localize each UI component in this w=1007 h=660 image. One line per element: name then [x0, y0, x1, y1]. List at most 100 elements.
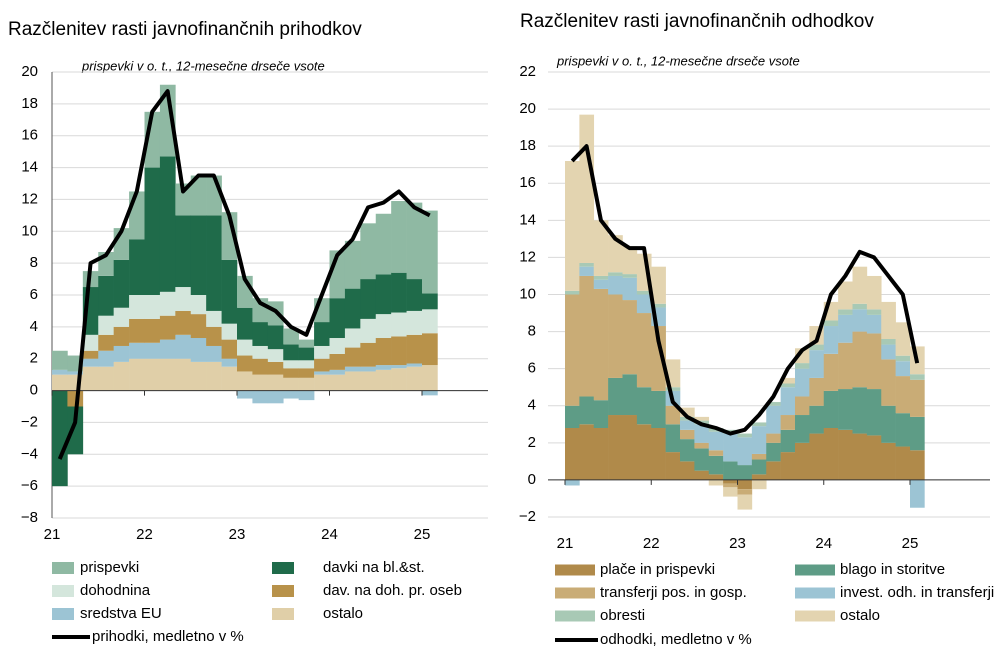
- bar-segment: [422, 365, 438, 391]
- x-tick-label: 25: [902, 535, 919, 552]
- bar-segment: [113, 259, 130, 308]
- bar-segment: [52, 350, 68, 370]
- bar-segment: [737, 433, 753, 438]
- bar-segment: [267, 374, 284, 391]
- y-tick-label: 14: [519, 211, 536, 228]
- bar-segment: [565, 428, 580, 480]
- bar-segment: [375, 369, 392, 391]
- bar-segment: [852, 433, 868, 480]
- bar-segment: [98, 334, 114, 351]
- bar-segment: [795, 396, 810, 416]
- legend-label: dohodnina: [80, 582, 151, 599]
- bar-segment: [795, 368, 810, 397]
- bar-segment: [206, 345, 222, 362]
- bar-segment: [67, 371, 84, 375]
- y-tick-label: −4: [21, 445, 38, 462]
- bar-segment: [360, 366, 377, 372]
- bar-segment: [881, 339, 896, 345]
- bar-segment: [314, 345, 330, 359]
- bar-segment: [175, 287, 192, 311]
- y-tick-label: 20: [519, 100, 536, 117]
- bar-segment: [298, 339, 315, 348]
- legend-label: sredstva EU: [80, 605, 162, 622]
- bar-segment: [175, 310, 192, 335]
- legend-label: ostalo: [323, 605, 363, 622]
- bar-segment: [237, 355, 253, 372]
- x-tick-label: 21: [557, 535, 574, 552]
- legend-swatch: [272, 585, 294, 597]
- bar-segment: [723, 483, 738, 488]
- chart-title: Razčlenitev rasti javnofinančnih prihodk…: [8, 19, 362, 40]
- bar-segment: [809, 433, 825, 480]
- bar-segment: [593, 428, 609, 480]
- bar-segment: [593, 400, 609, 428]
- bar-segment: [375, 274, 392, 315]
- bar-segment: [838, 429, 853, 480]
- bar-segment: [314, 358, 330, 372]
- bar-segment: [593, 279, 609, 289]
- bar-segment: [406, 366, 423, 391]
- bar-segment: [129, 191, 145, 240]
- bar-segment: [98, 275, 114, 316]
- bar-segment: [579, 262, 595, 267]
- bar-segment: [159, 339, 176, 359]
- bar-segment: [159, 84, 176, 157]
- bar-segment: [329, 338, 346, 354]
- bar-segment: [422, 210, 438, 294]
- y-tick-label: −2: [21, 413, 38, 430]
- y-tick-label: 10: [519, 285, 536, 302]
- bar-segment: [82, 366, 99, 391]
- bar-segment: [283, 328, 299, 345]
- bar-segment: [737, 479, 753, 490]
- bar-segment: [175, 215, 192, 288]
- bar-segment: [67, 406, 84, 455]
- bar-segment: [159, 315, 176, 340]
- bar-segment: [708, 474, 724, 480]
- bar-segment: [144, 318, 161, 343]
- bar-segment: [838, 309, 853, 315]
- bar-segment: [622, 300, 638, 375]
- bar-segment: [723, 479, 738, 484]
- bar-segment: [866, 275, 882, 310]
- bar-segment: [651, 326, 666, 391]
- y-tick-label: 0: [528, 471, 536, 488]
- bar-segment: [780, 387, 796, 416]
- bar-segment: [283, 344, 299, 361]
- bar-segment: [766, 442, 781, 462]
- bar-segment: [406, 334, 423, 364]
- legend-swatch: [795, 610, 835, 622]
- bar-segment: [823, 390, 839, 428]
- bar-segment: [565, 161, 580, 291]
- bar-segment: [694, 470, 710, 480]
- legend-swatch: [52, 585, 74, 597]
- bar-segment: [144, 295, 161, 319]
- bar-segment: [895, 413, 911, 447]
- y-tick-label: −2: [519, 508, 536, 525]
- bar-segment: [298, 368, 315, 378]
- bar-segment: [622, 246, 638, 275]
- bar-segment: [237, 339, 253, 356]
- bar-segment: [129, 318, 145, 343]
- bar-segment: [283, 377, 299, 391]
- x-tick-label: 21: [44, 526, 61, 543]
- bar-segment: [809, 350, 825, 378]
- bar-segment: [622, 274, 638, 278]
- bar-segment: [795, 363, 810, 369]
- bar-segment: [895, 322, 911, 356]
- bar-segment: [267, 390, 284, 404]
- y-tick-label: 18: [21, 95, 38, 112]
- y-tick-label: 18: [519, 137, 536, 154]
- x-tick-label: 22: [643, 535, 660, 552]
- bar-segment: [82, 358, 99, 367]
- bar-segment: [694, 424, 710, 443]
- bar-segment: [360, 279, 377, 319]
- bar-segment: [252, 374, 269, 391]
- bar-segment: [694, 448, 710, 471]
- bar-segment: [838, 389, 853, 430]
- bar-segment: [344, 371, 361, 391]
- bar-segment: [636, 313, 652, 388]
- bar-segment: [910, 450, 925, 480]
- bar-segment: [190, 215, 207, 295]
- bar-segment: [221, 259, 238, 324]
- bar-segment: [113, 307, 130, 327]
